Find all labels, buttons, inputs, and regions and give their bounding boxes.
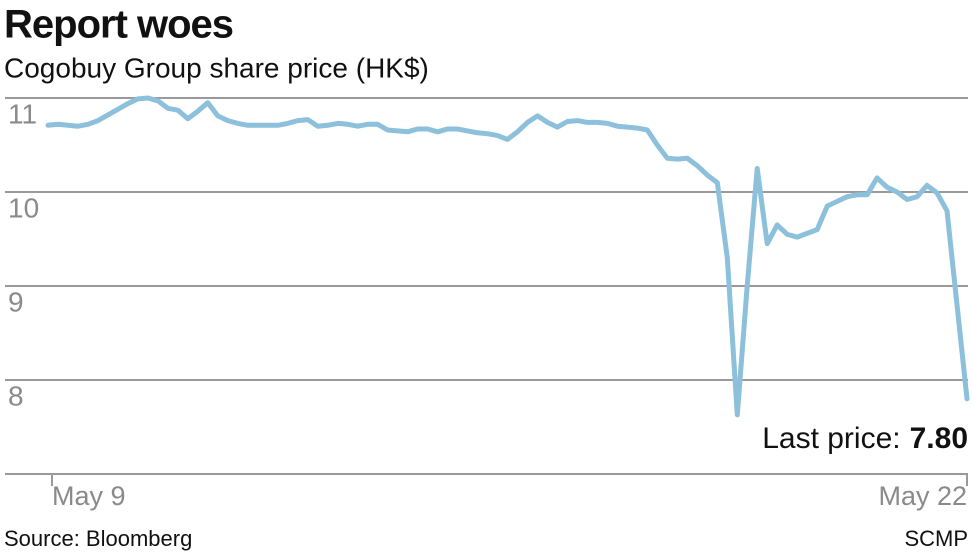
x-tick-label: May 22: [878, 481, 967, 511]
price-line: [45, 95, 970, 418]
annotation-label: Last price:: [762, 422, 900, 455]
credit: SCMP: [904, 526, 968, 551]
chart-title: Report woes: [4, 3, 233, 47]
x-tick-label: May 9: [52, 481, 126, 511]
last-price-annotation: Last price: 7.80: [762, 422, 968, 455]
y-tick-label: 9: [8, 286, 24, 317]
y-tick-label: 10: [8, 192, 39, 223]
annotation-value: 7.80: [910, 422, 968, 455]
source: Source: Bloomberg: [4, 526, 192, 551]
chart-subtitle: Cogobuy Group share price (HK$): [4, 52, 429, 83]
y-tick-label: 8: [8, 380, 24, 411]
y-tick-label: 11: [8, 98, 37, 129]
